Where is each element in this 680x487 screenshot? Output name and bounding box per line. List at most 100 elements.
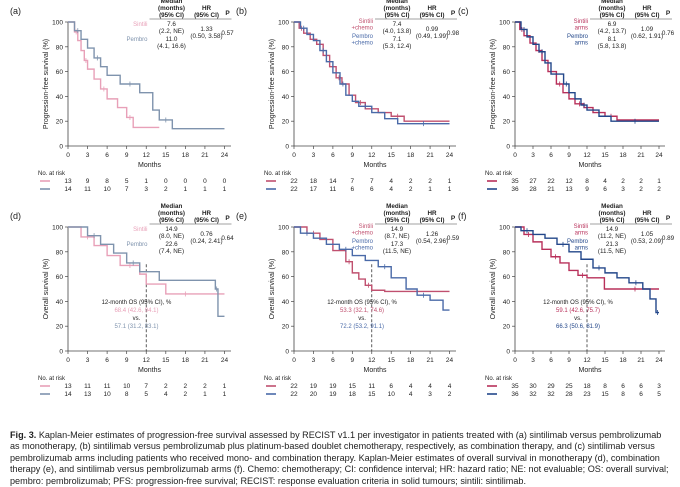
at-risk-count: 10 [104, 186, 112, 193]
p-value: 0.98 [447, 30, 460, 37]
at-risk-count: 4 [428, 383, 432, 390]
x-axis-title: Months [579, 162, 602, 169]
panel-label: (c) [458, 6, 469, 16]
y-tick-label: 100 [499, 225, 510, 232]
series-name-1: Sintili [359, 19, 373, 25]
x-tick-label: 15 [601, 152, 609, 159]
y-tick-label: 100 [499, 20, 510, 27]
at-risk-count: 19 [329, 383, 337, 390]
at-risk-count: 4 [389, 186, 393, 193]
series-name-2: Pembro [126, 37, 148, 43]
at-risk-count: 6 [639, 383, 643, 390]
at-risk-count: 8 [585, 178, 589, 185]
annotation-value-2: 72.2 (53.2, 91.1) [340, 324, 384, 330]
x-axis-title: Months [138, 367, 161, 374]
x-tick-label: 15 [601, 357, 609, 364]
survival-curve-2 [294, 21, 450, 125]
at-risk-count: 2 [448, 391, 452, 398]
at-risk-count: 18 [349, 391, 357, 398]
at-risk-count: 28 [529, 186, 537, 193]
hr-ci: (0.62, 1.91) [631, 33, 663, 40]
x-tick-label: 0 [513, 152, 517, 159]
x-tick-label: 12 [143, 357, 151, 364]
hr-value: 1.33 [200, 26, 213, 33]
annotation-value-1: 68.4 (42.6, 94.1) [114, 308, 158, 314]
y-tick-label: 80 [282, 44, 290, 51]
figure-caption: Fig. 3. Kaplan-Meier estimates of progre… [10, 430, 670, 487]
x-tick-label: 6 [331, 152, 335, 159]
annotation-title: 12-month OS (95% CI), % [543, 300, 613, 306]
median-ci-1: (2.2, NE) [159, 28, 184, 35]
at-risk-count: 6 [621, 383, 625, 390]
annotation-value-2: 66.3 (50.6, 81.9) [556, 324, 600, 330]
x-tick-label: 0 [292, 152, 296, 159]
at-risk-count: 13 [565, 186, 573, 193]
x-tick-label: 18 [619, 152, 627, 159]
at-risk-label: No. at risk [38, 171, 66, 177]
at-risk-count: 7 [370, 178, 374, 185]
table-header-median: Median [161, 0, 183, 5]
median-value-1: 6.9 [608, 21, 617, 28]
x-tick-label: 3 [86, 152, 90, 159]
y-axis-title: Progression-free survival (%) [269, 39, 276, 129]
x-axis-title: Months [138, 162, 161, 169]
at-risk-count: 1 [223, 391, 227, 398]
y-tick-label: 0 [59, 349, 63, 356]
at-risk-count: 7 [144, 383, 148, 390]
y-tick-label: 40 [503, 94, 511, 101]
median-ci-2: (5.8, 13.8) [598, 43, 627, 50]
table-header-median: Median [386, 203, 408, 210]
at-risk-count: 21 [547, 186, 555, 193]
table-header-p: P [451, 10, 456, 17]
table-header-median: (95% CI) [385, 217, 410, 224]
x-tick-label: 3 [531, 357, 535, 364]
panel-label: (e) [236, 211, 247, 221]
at-risk-count: 2 [428, 178, 432, 185]
median-value-1: 14.9 [391, 226, 404, 233]
at-risk-count: 14 [64, 391, 72, 398]
series-name-1: +chemo [351, 231, 373, 237]
at-risk-count: 15 [368, 391, 376, 398]
x-tick-label: 18 [182, 357, 190, 364]
x-tick-label: 15 [162, 357, 170, 364]
table-header-median: (months) [384, 5, 411, 12]
at-risk-count: 2 [184, 391, 188, 398]
x-tick-label: 12 [368, 152, 376, 159]
at-risk-count: 2 [409, 186, 413, 193]
median-value-1: 14.9 [606, 226, 619, 233]
series-name-2: +chemo [351, 246, 373, 252]
at-risk-count: 2 [657, 186, 661, 193]
table-header-median: Median [386, 0, 408, 5]
y-tick-label: 60 [282, 69, 290, 76]
table-header-hr: (95% CI) [420, 217, 445, 224]
at-risk-count: 6 [603, 186, 607, 193]
y-tick-label: 40 [282, 299, 290, 306]
at-risk-count: 18 [583, 383, 591, 390]
series-name-1: Sintili [133, 22, 147, 28]
at-risk-count: 1 [184, 186, 188, 193]
survival-curve-1 [515, 226, 659, 290]
at-risk-count: 1 [448, 186, 452, 193]
p-value: 0.57 [221, 30, 234, 37]
series-name-1: Sintili [574, 19, 588, 25]
x-tick-label: 24 [446, 152, 454, 159]
hr-ci: (0.50, 3.58) [190, 33, 222, 40]
at-risk-count: 6 [370, 186, 374, 193]
at-risk-count: 9 [86, 178, 90, 185]
series-name-1: Sintili [574, 224, 588, 230]
x-tick-label: 9 [567, 357, 571, 364]
hr-value: 1.26 [426, 231, 439, 238]
y-tick-label: 60 [282, 274, 290, 281]
series-name-2: Pembro [567, 34, 589, 40]
table-header-hr: HR [202, 5, 212, 12]
hr-value: 1.09 [641, 26, 654, 33]
survival-curve-2 [294, 226, 450, 311]
at-risk-count: 1 [203, 186, 207, 193]
caption-text: Kaplan-Meier estimates of progression-fr… [10, 430, 669, 486]
at-risk-label: No. at risk [264, 171, 292, 177]
x-tick-label: 0 [292, 357, 296, 364]
y-tick-label: 100 [52, 225, 63, 232]
x-tick-label: 3 [312, 357, 316, 364]
x-tick-label: 21 [201, 152, 209, 159]
